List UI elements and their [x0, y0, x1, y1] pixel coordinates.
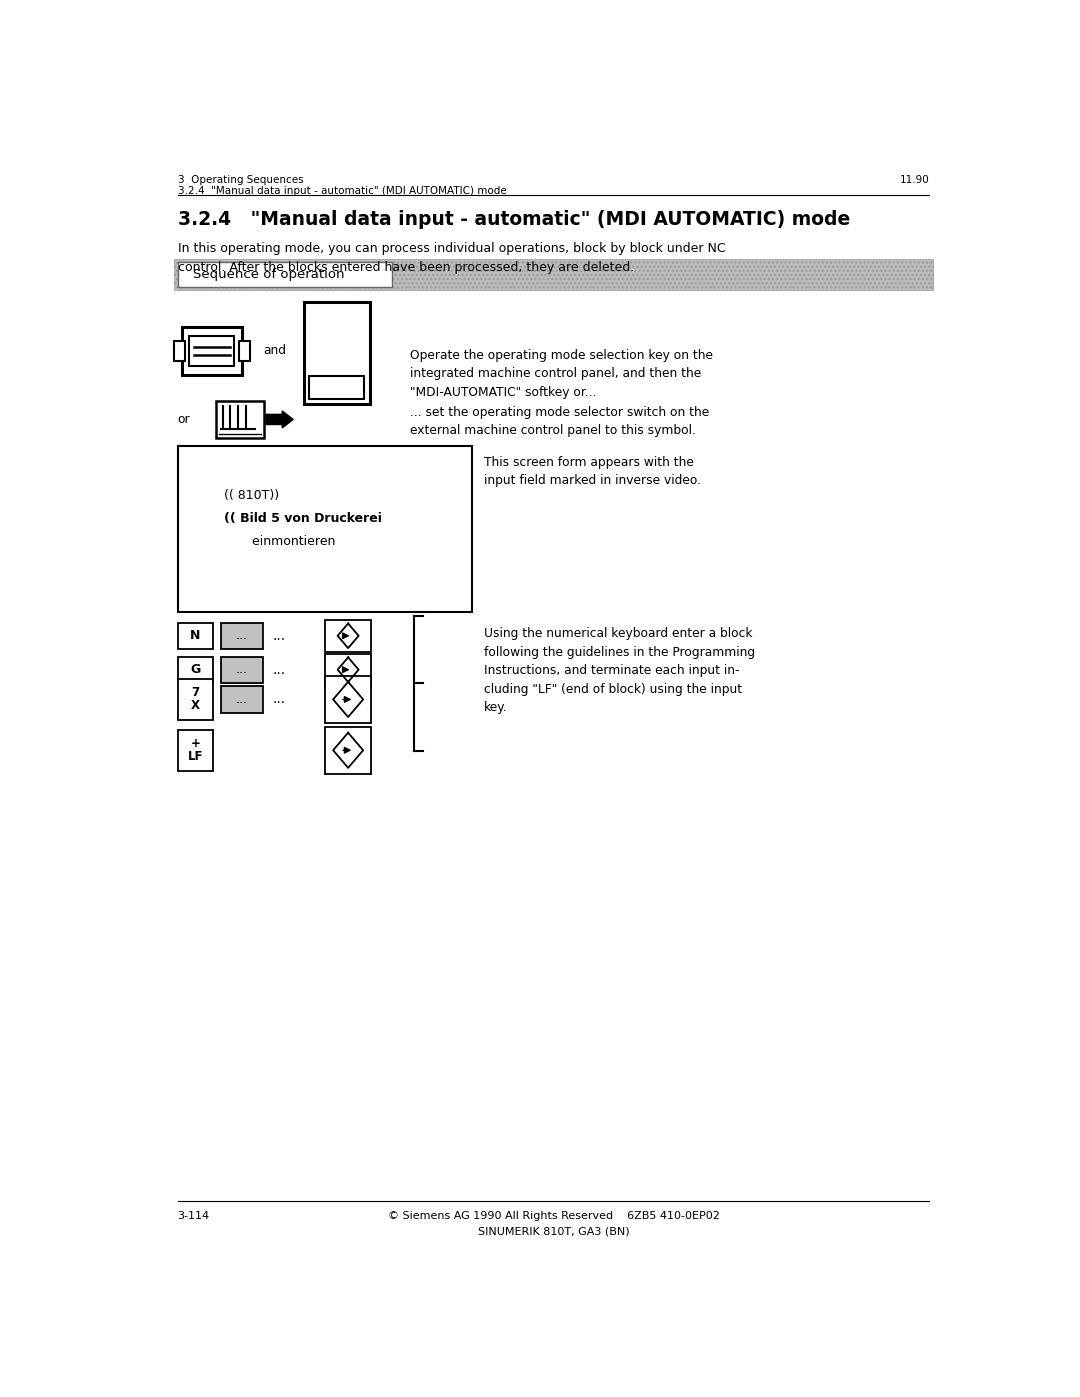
- Bar: [221, 623, 262, 648]
- Bar: [178, 263, 392, 286]
- Text: ⋮: ⋮: [338, 697, 357, 715]
- FancyArrowPatch shape: [343, 747, 350, 753]
- Text: and: and: [262, 345, 286, 358]
- Text: In this operating mode, you can process individual operations, block by block un: In this operating mode, you can process …: [177, 242, 726, 274]
- Text: Sequence of operation: Sequence of operation: [193, 268, 345, 281]
- Bar: [221, 686, 262, 712]
- Text: einmontieren: einmontieren: [235, 535, 335, 548]
- Bar: [177, 623, 213, 648]
- Text: G: G: [190, 664, 201, 676]
- Text: 11.90: 11.90: [900, 176, 930, 186]
- Bar: [177, 731, 213, 771]
- Text: 3  Operating Sequences: 3 Operating Sequences: [177, 176, 303, 186]
- Bar: [216, 401, 265, 437]
- Bar: [325, 676, 372, 722]
- Text: 7
X: 7 X: [191, 686, 200, 712]
- Bar: [181, 327, 242, 374]
- Text: ...: ...: [272, 693, 285, 707]
- Text: 3.2.4  "Manual data input - automatic" (MDI AUTOMATIC) mode: 3.2.4 "Manual data input - automatic" (M…: [177, 186, 507, 196]
- Text: ...: ...: [235, 693, 248, 705]
- Text: 3-114: 3-114: [177, 1211, 210, 1221]
- Bar: [189, 337, 234, 366]
- Bar: [177, 657, 213, 683]
- Bar: [325, 620, 372, 652]
- Text: This screen form appears with the
input field marked in inverse video.: This screen form appears with the input …: [484, 455, 701, 488]
- Text: (( Bild 5 von Druckerei: (( Bild 5 von Druckerei: [225, 511, 382, 525]
- Text: 3.2.4   "Manual data input - automatic" (MDI AUTOMATIC) mode: 3.2.4 "Manual data input - automatic" (M…: [177, 210, 850, 229]
- FancyArrowPatch shape: [343, 697, 350, 703]
- Text: +
LF: + LF: [188, 738, 203, 763]
- Text: ...: ...: [235, 664, 248, 676]
- Bar: [221, 657, 262, 683]
- Bar: [325, 726, 372, 774]
- Bar: [239, 341, 249, 360]
- Bar: [325, 654, 372, 686]
- Bar: [174, 260, 933, 291]
- Text: ... set the operating mode selector switch on the
external machine control panel: ... set the operating mode selector swit…: [410, 405, 710, 437]
- Text: © Siemens AG 1990 All Rights Reserved    6ZB5 410-0EP02: © Siemens AG 1990 All Rights Reserved 6Z…: [388, 1211, 719, 1221]
- Bar: [174, 341, 185, 360]
- Text: ⋮: ⋮: [186, 697, 205, 715]
- Text: MDI
AUTOM.: MDI AUTOM.: [306, 310, 359, 338]
- Polygon shape: [266, 411, 293, 427]
- Text: ...: ...: [272, 662, 285, 676]
- Bar: [303, 302, 369, 404]
- Text: (( 810T)): (( 810T)): [225, 489, 280, 502]
- Bar: [309, 376, 364, 398]
- FancyArrowPatch shape: [342, 633, 348, 638]
- Text: ...: ...: [272, 629, 285, 643]
- Text: Using the numerical keyboard enter a block
following the guidelines in the Progr: Using the numerical keyboard enter a blo…: [484, 627, 755, 714]
- Bar: [177, 679, 213, 719]
- FancyArrowPatch shape: [342, 666, 348, 672]
- Text: Operate the operating mode selection key on the
integrated machine control panel: Operate the operating mode selection key…: [410, 349, 713, 398]
- Text: SINUMERIK 810T, GA3 (BN): SINUMERIK 810T, GA3 (BN): [477, 1227, 630, 1236]
- Bar: [177, 447, 472, 612]
- Text: N: N: [190, 629, 201, 643]
- Text: or: or: [177, 414, 190, 426]
- Text: ...: ...: [235, 629, 248, 643]
